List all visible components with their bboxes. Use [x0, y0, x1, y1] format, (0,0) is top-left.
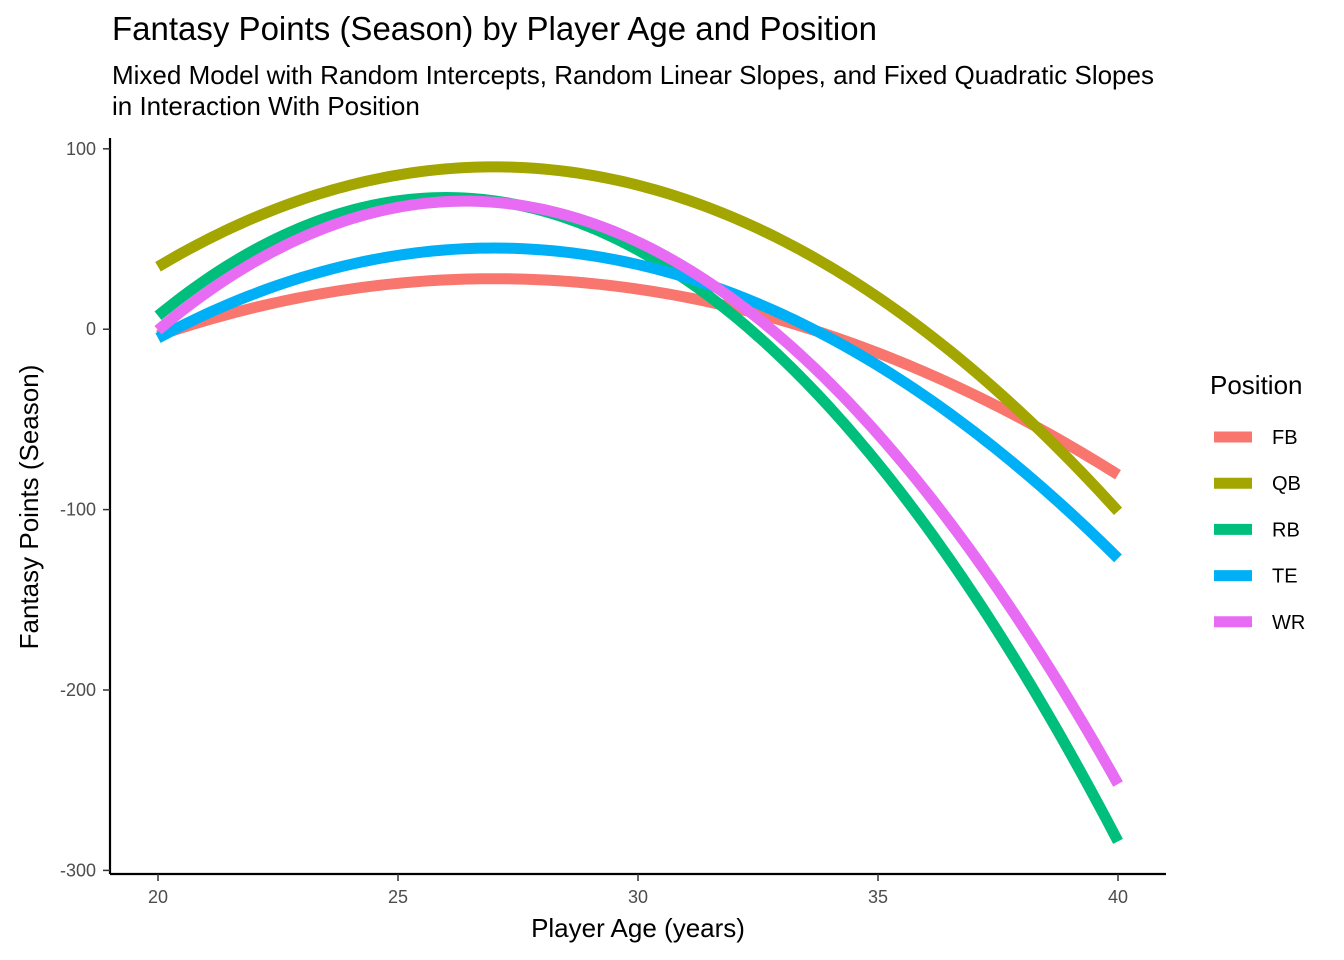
y-tick-label: -200: [60, 680, 96, 700]
series-line-rb: [154, 192, 1123, 844]
y-tick-label: -300: [60, 860, 96, 880]
chart-title: Fantasy Points (Season) by Player Age an…: [112, 10, 877, 47]
chart-subtitle-line-1: Mixed Model with Random Intercepts, Rand…: [112, 60, 1154, 90]
x-axis-ticks: 20 25 30 35 40: [148, 874, 1128, 907]
x-tick-label: 35: [868, 887, 888, 907]
legend-title: Position: [1210, 370, 1303, 400]
series-line-qb: [155, 161, 1123, 516]
legend-label-qb: QB: [1272, 473, 1301, 495]
y-axis-ticks: 100 0 -100 -200 -300: [60, 139, 110, 880]
y-tick-label: -100: [60, 500, 96, 520]
x-tick-label: 40: [1108, 887, 1128, 907]
legend-label-wr: WR: [1272, 612, 1305, 634]
series-line-wr: [154, 195, 1123, 787]
y-tick-label: 0: [86, 319, 96, 339]
chart-subtitle-line-2: in Interaction With Position: [112, 91, 420, 121]
legend: FB QB RB TE WR: [1214, 427, 1305, 634]
series-line-te: [155, 242, 1122, 563]
x-tick-label: 20: [148, 887, 168, 907]
series-line-fb: [156, 273, 1121, 480]
y-tick-label: 100: [66, 139, 96, 159]
x-tick-label: 30: [628, 887, 648, 907]
legend-label-fb: FB: [1272, 427, 1298, 449]
legend-label-te: TE: [1272, 566, 1298, 588]
x-axis-title: Player Age (years): [531, 913, 745, 943]
y-axis-title: Fantasy Points (Season): [14, 365, 44, 650]
plot-area: [154, 161, 1123, 844]
x-tick-label: 25: [388, 887, 408, 907]
legend-label-rb: RB: [1272, 519, 1300, 541]
